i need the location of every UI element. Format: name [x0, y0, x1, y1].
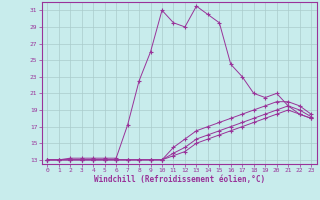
X-axis label: Windchill (Refroidissement éolien,°C): Windchill (Refroidissement éolien,°C) [94, 175, 265, 184]
